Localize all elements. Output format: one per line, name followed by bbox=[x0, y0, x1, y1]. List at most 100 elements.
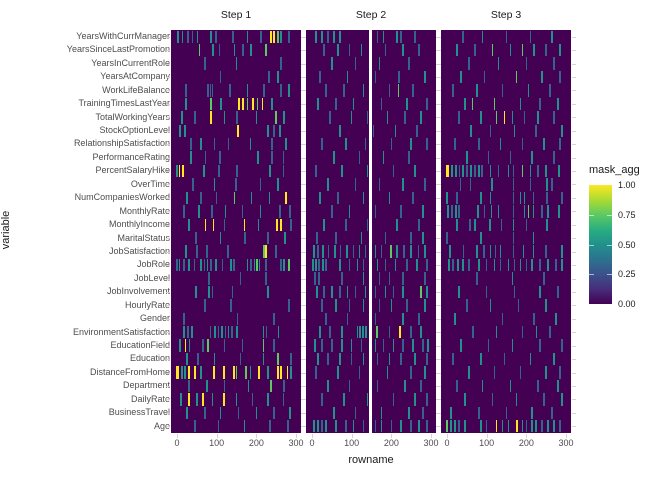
heatmap-mark bbox=[180, 111, 183, 124]
heatmap-mark bbox=[499, 137, 502, 151]
heatmap-mark bbox=[269, 164, 271, 178]
heatmap-mark bbox=[479, 191, 482, 205]
heatmap-mark bbox=[269, 420, 271, 433]
y-axis-tick bbox=[572, 399, 576, 401]
heatmap-mark bbox=[366, 218, 369, 231]
heatmap-mark bbox=[360, 232, 363, 245]
heatmap-mark bbox=[460, 70, 462, 84]
y-axis-tick bbox=[436, 50, 440, 52]
heatmap-mark bbox=[424, 70, 426, 84]
y-tick-label: StockOptionLevel bbox=[99, 125, 170, 136]
heatmap-mark bbox=[539, 97, 541, 111]
heatmap-mark bbox=[325, 420, 327, 433]
y-axis-tick bbox=[572, 359, 576, 361]
x-tick-label: 300 bbox=[558, 438, 574, 448]
heatmap-mark bbox=[374, 339, 377, 352]
heatmap-mark bbox=[358, 151, 361, 164]
heatmap-mark bbox=[418, 43, 420, 57]
heatmap-mark bbox=[470, 124, 472, 137]
heatmap-mark bbox=[400, 352, 403, 366]
heatmap-mark bbox=[223, 393, 225, 406]
heatmap-mark bbox=[402, 285, 405, 299]
heatmap-mark bbox=[318, 272, 320, 285]
heatmap-mark bbox=[412, 339, 414, 352]
heatmap-mark bbox=[362, 352, 365, 366]
heatmap-mark bbox=[188, 379, 190, 393]
heatmap-mark bbox=[376, 379, 379, 393]
heatmap-mark bbox=[545, 299, 547, 312]
legend-label: 0.00 bbox=[618, 299, 636, 309]
heatmap-mark bbox=[229, 84, 231, 97]
heatmap-mark bbox=[477, 205, 479, 218]
heatmap-mark bbox=[346, 70, 349, 84]
heatmap-mark bbox=[188, 393, 190, 406]
heatmap-mark bbox=[188, 339, 191, 352]
y-axis-tick bbox=[166, 305, 170, 307]
heatmap-mark bbox=[184, 339, 187, 352]
heatmap-mark bbox=[378, 299, 381, 312]
y-axis-tick bbox=[436, 265, 440, 267]
heatmap-mark bbox=[335, 299, 337, 312]
heatmap-mark bbox=[365, 326, 367, 339]
heatmap-mark bbox=[495, 111, 498, 124]
heatmap-mark bbox=[392, 164, 395, 178]
y-axis-tick bbox=[301, 238, 305, 240]
heatmap-panel bbox=[171, 30, 301, 433]
heatmap-mark bbox=[176, 30, 179, 43]
y-axis-tick bbox=[572, 426, 576, 428]
heatmap-mark bbox=[283, 111, 285, 124]
heatmap-mark bbox=[382, 339, 385, 352]
y-axis-tick bbox=[572, 332, 576, 334]
heatmap-mark bbox=[516, 420, 518, 433]
legend-bar-tick bbox=[589, 214, 594, 216]
heatmap-mark bbox=[276, 366, 279, 379]
y-axis-tick bbox=[436, 90, 440, 92]
y-axis-tick bbox=[301, 77, 305, 79]
heatmap-mark bbox=[468, 366, 470, 379]
heatmap-mark bbox=[356, 326, 359, 339]
heatmap-mark bbox=[553, 57, 555, 70]
heatmap-mark bbox=[202, 339, 204, 352]
heatmap-mark bbox=[348, 258, 351, 272]
heatmap-mark bbox=[273, 339, 275, 352]
heatmap-mark bbox=[194, 111, 196, 124]
heatmap-mark bbox=[358, 245, 361, 258]
heatmap-mark bbox=[462, 258, 464, 272]
y-axis-tick bbox=[166, 399, 170, 401]
heatmap-mark bbox=[501, 312, 504, 326]
heatmap-mark bbox=[204, 218, 207, 231]
heatmap-mark bbox=[427, 339, 429, 352]
heatmap-mark bbox=[249, 366, 252, 379]
heatmap-mark bbox=[249, 137, 252, 151]
heatmap-mark bbox=[462, 245, 465, 258]
heatmap-mark bbox=[531, 151, 534, 164]
heatmap-mark bbox=[479, 111, 482, 124]
heatmap-mark bbox=[203, 299, 206, 312]
heatmap-mark bbox=[338, 285, 341, 299]
heatmap-mark bbox=[236, 164, 239, 178]
heatmap-mark bbox=[253, 258, 256, 272]
y-axis-tick bbox=[436, 305, 440, 307]
y-tick-label: BusinessTravel bbox=[108, 407, 170, 418]
heatmap-mark bbox=[555, 312, 557, 326]
x-tick-label: 300 bbox=[288, 438, 304, 448]
heatmap-mark bbox=[549, 326, 551, 339]
heatmap-mark bbox=[180, 393, 182, 406]
y-axis-tick bbox=[166, 372, 170, 374]
heatmap-mark bbox=[348, 205, 351, 218]
y-axis-tick bbox=[436, 197, 440, 199]
heatmap-mark bbox=[354, 178, 357, 191]
y-axis-tick bbox=[436, 238, 440, 240]
heatmap-mark bbox=[245, 366, 247, 379]
legend-bar-tick bbox=[607, 214, 612, 216]
heatmap-mark bbox=[214, 326, 216, 339]
heatmap-mark bbox=[233, 366, 235, 379]
heatmap-mark bbox=[543, 272, 545, 285]
heatmap-mark bbox=[380, 420, 383, 433]
y-axis-tick bbox=[436, 278, 440, 280]
heatmap-mark bbox=[259, 178, 262, 191]
heatmap-mark bbox=[352, 420, 355, 433]
heatmap-mark bbox=[426, 420, 428, 433]
heatmap-mark bbox=[183, 205, 185, 218]
heatmap-mark bbox=[505, 406, 508, 420]
